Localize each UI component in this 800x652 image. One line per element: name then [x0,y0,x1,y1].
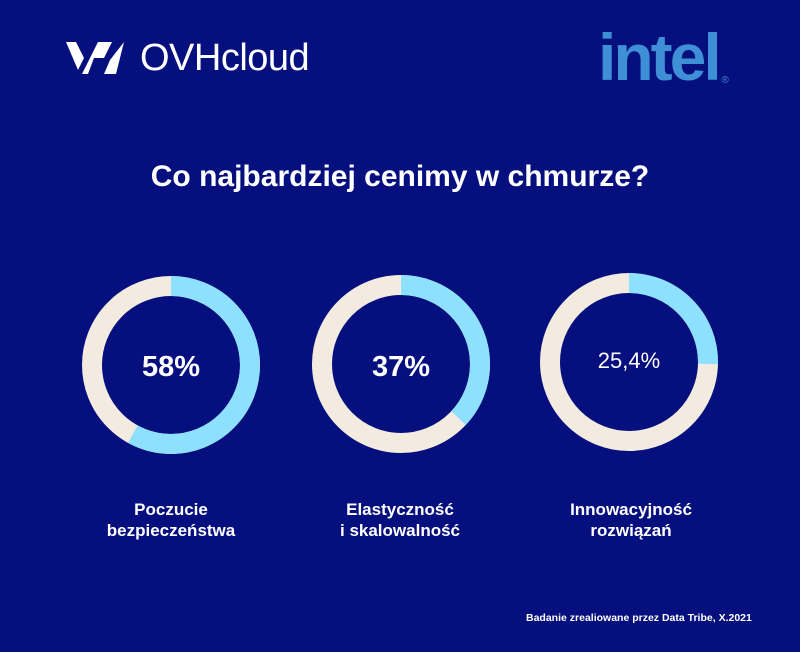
donut-label-line: bezpieczeństwa [106,521,236,540]
chart-title: Co najbardziej cenimy w chmurze? [150,160,650,193]
donut-value-label: 37% [372,351,430,383]
donut-value-label: 25,4% [598,348,660,373]
intel-logo: intel ® [598,20,729,94]
donut-value-label: 58% [142,351,200,383]
donut-label-line: rozwiązań [590,521,672,540]
donut-label-line: Elastyczność [346,500,454,519]
donut-label-line: i skalowalność [340,521,460,540]
ovhcloud-logo: OVHcloud [64,37,310,79]
ovhcloud-logo-icon [66,42,124,74]
donut-label-line: Innowacyjność [570,500,692,519]
ovhcloud-logo-text: OVHcloud [140,37,310,79]
donut-label-elasticity: Elastyczność i skalowalność [290,499,510,541]
donut-label-innovation: Innowacyjność rozwiązań [521,499,741,541]
donut-label-line: Poczucie [134,500,208,519]
donut-value-arc [82,276,260,454]
intel-logo-text: intel [598,20,722,94]
donut-label-security: Poczucie bezpieczeństwa [61,499,281,541]
source-footnote: Badanie zrealiowane przez Data Tribe, X.… [526,612,752,624]
donut-value-arc [540,273,718,451]
donut-value-arc [312,275,490,453]
